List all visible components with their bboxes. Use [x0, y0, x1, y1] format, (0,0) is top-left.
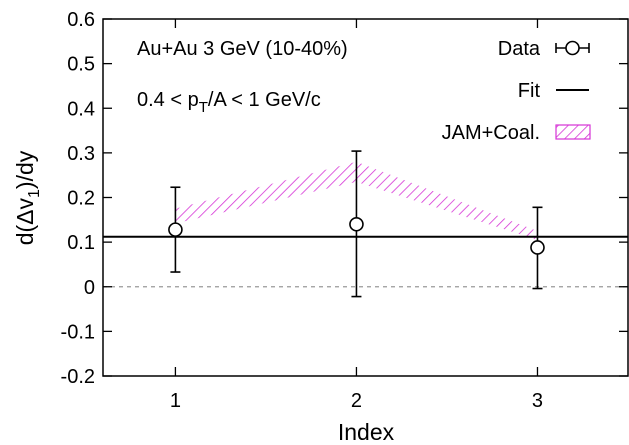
- x-axis-title: Index: [338, 419, 395, 445]
- legend-swatch-data: [555, 40, 590, 56]
- y-tick-label: 0.3: [67, 143, 95, 165]
- data-point-1: [168, 186, 183, 273]
- y-tick-label: 0.5: [67, 54, 95, 76]
- data-points-layer: [168, 150, 545, 298]
- pt-subscript: T: [199, 99, 208, 116]
- system-annotation: Au+Au 3 GeV (10-40%): [137, 38, 348, 60]
- x-tick-label: 3: [532, 390, 543, 412]
- plot-frame: [102, 18, 629, 377]
- legend-label-data: Data: [498, 38, 541, 60]
- x-tick-label: 2: [351, 390, 362, 412]
- pt-range-annotation: 0.4 < pT/A < 1 GeV/c: [137, 89, 321, 116]
- data-marker: [168, 222, 183, 237]
- y-tick-label: -0.1: [61, 321, 95, 343]
- data-point-3: [530, 206, 545, 290]
- legend-label-jam-coal: JAM+Coal.: [442, 122, 540, 144]
- y-axis-title: d(Δv1)/dy: [12, 150, 43, 245]
- y-tick-label: -0.2: [61, 366, 95, 388]
- y-tick-label: 0.2: [67, 188, 95, 210]
- y-tick-label: 0.1: [67, 232, 95, 254]
- y-title-subscript: 1: [26, 189, 43, 198]
- legend: Data Fit JAM+Coal.: [442, 38, 591, 144]
- legend-label-fit: Fit: [518, 80, 541, 102]
- y-tick-label: 0: [84, 277, 95, 299]
- data-marker: [530, 240, 545, 255]
- axis-ticks-layer: -0.2 -0.1 0 0.1 0.2 0.3 0.4 0.5 0.6 1 2 3: [61, 9, 628, 412]
- legend-swatch-jam-coal: [555, 124, 591, 140]
- y-tick-label: 0.6: [67, 9, 95, 31]
- y-tick-label: 0.4: [67, 98, 95, 120]
- x-tick-label: 1: [170, 390, 181, 412]
- data-point-2: [349, 150, 364, 298]
- data-marker: [349, 216, 364, 232]
